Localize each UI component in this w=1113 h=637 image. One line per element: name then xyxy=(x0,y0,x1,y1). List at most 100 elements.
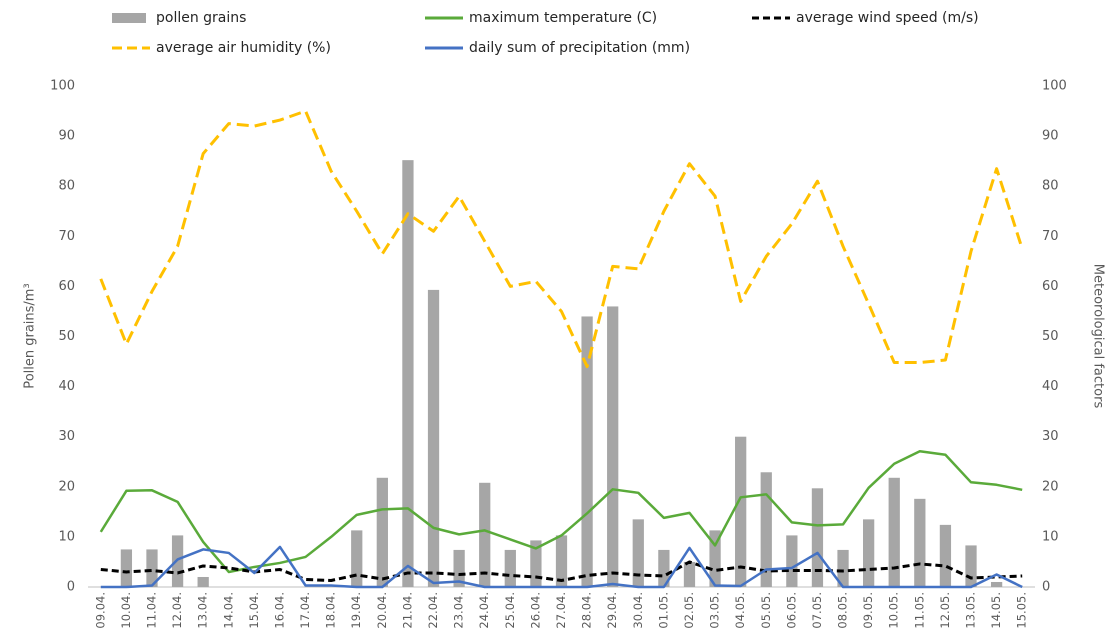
x-tick-label: 17.04. xyxy=(298,592,312,629)
legend-label: daily sum of precipitation (mm) xyxy=(469,40,690,56)
x-tick-label: 14.04. xyxy=(221,592,235,629)
bar xyxy=(607,306,619,587)
bar xyxy=(760,472,772,587)
bar xyxy=(683,561,696,587)
y2-tick-label: 80 xyxy=(1042,179,1059,194)
x-tick-label: 14.05. xyxy=(989,592,1003,629)
y-tick-label: 70 xyxy=(58,229,75,244)
x-tick-label: 12.04. xyxy=(170,592,184,629)
x-tick-label: 11.04. xyxy=(144,592,158,629)
x-tick-label: 02.05. xyxy=(682,592,696,629)
y-tick-label: 80 xyxy=(58,179,75,194)
line-series xyxy=(99,109,1024,369)
y-tick-label: 50 xyxy=(58,329,75,344)
x-tick-label: 26.04. xyxy=(528,592,542,629)
bar xyxy=(402,160,414,587)
bar xyxy=(453,549,465,587)
y-tick-label: 20 xyxy=(58,479,75,494)
bar xyxy=(811,488,824,587)
x-tick-label: 09.04. xyxy=(93,592,107,629)
y2-tick-label: 0 xyxy=(1042,580,1050,595)
x-tick-label: 21.04. xyxy=(400,592,414,629)
x-tick-label: 28.04. xyxy=(580,592,594,629)
x-tick-label: 22.04. xyxy=(426,592,440,629)
bar xyxy=(914,498,926,587)
x-tick-label: 07.05. xyxy=(810,592,824,629)
y2-tick-label: 20 xyxy=(1042,479,1059,494)
legend-label: average wind speed (m/s) xyxy=(796,10,979,26)
y2-tick-label: 40 xyxy=(1042,379,1059,394)
bar xyxy=(146,549,158,587)
x-tick-label: 23.04. xyxy=(452,592,466,629)
bar xyxy=(888,477,900,587)
x-tick-label: 13.04. xyxy=(196,592,210,629)
bar xyxy=(197,576,209,587)
y2-tick-label: 10 xyxy=(1042,529,1059,544)
bar xyxy=(658,549,670,587)
x-tick-label: 04.05. xyxy=(733,592,747,629)
x-tick-label: 09.05. xyxy=(861,592,875,629)
y-tick-label: 90 xyxy=(58,129,75,144)
y-tick-label: 10 xyxy=(58,529,75,544)
bar xyxy=(965,545,977,587)
y2-tick-label: 90 xyxy=(1042,129,1059,144)
bar xyxy=(581,316,593,587)
x-tick-label: 24.04. xyxy=(477,592,491,629)
x-tick-label: 03.05. xyxy=(708,592,722,629)
legend-label: average air humidity (%) xyxy=(156,40,331,56)
x-tick-label: 25.04. xyxy=(503,592,517,629)
bar xyxy=(709,530,721,587)
x-tick-label: 06.05. xyxy=(784,592,798,629)
bar xyxy=(351,530,363,587)
bar xyxy=(837,549,849,587)
y2-tick-label: 60 xyxy=(1042,279,1059,294)
y-tick-label: 40 xyxy=(58,379,75,394)
y-tick-label: 0 xyxy=(67,580,75,595)
y2-tick-label: 50 xyxy=(1042,329,1059,344)
bar xyxy=(990,581,1003,587)
bar xyxy=(735,436,747,587)
bar xyxy=(863,519,875,587)
bar xyxy=(479,482,491,587)
bar xyxy=(939,524,952,587)
bar xyxy=(632,519,644,587)
x-tick-label: 15.05. xyxy=(1015,592,1029,629)
x-tick-label: 30.04. xyxy=(631,592,645,629)
x-tick-label: 29.04. xyxy=(605,592,619,629)
x-tick-label: 12.05. xyxy=(938,592,952,629)
y-tick-label: 60 xyxy=(58,279,75,294)
y-tick-label: 30 xyxy=(58,429,75,444)
legend-swatch xyxy=(112,13,146,23)
y2-tick-label: 70 xyxy=(1042,229,1059,244)
bar xyxy=(555,535,568,587)
x-tick-label: 11.05. xyxy=(912,592,926,629)
x-tick-label: 20.04. xyxy=(375,592,389,629)
y2-axis-title: Meteorological factors xyxy=(1091,264,1106,409)
line-series xyxy=(99,449,1023,574)
y2-tick-label: 30 xyxy=(1042,429,1059,444)
bar xyxy=(376,477,388,587)
line-series xyxy=(100,545,1023,589)
bar xyxy=(427,289,440,587)
x-tick-label: 05.05. xyxy=(759,592,773,629)
x-tick-label: 10.05. xyxy=(887,592,901,629)
legend-label: pollen grains xyxy=(156,10,246,26)
bar xyxy=(786,535,798,587)
x-tick-label: 10.04. xyxy=(119,592,133,629)
x-tick-label: 16.04. xyxy=(272,592,286,629)
x-tick-label: 13.05. xyxy=(964,592,978,629)
x-tick-label: 27.04. xyxy=(554,592,568,629)
x-tick-label: 19.04. xyxy=(349,592,363,629)
x-tick-label: 18.04. xyxy=(324,592,338,629)
bar xyxy=(530,540,542,587)
y-tick-label: 100 xyxy=(50,79,75,94)
legend-label: maximum temperature (C) xyxy=(469,10,657,26)
bar xyxy=(504,549,516,587)
x-tick-label: 08.05. xyxy=(836,592,850,629)
x-tick-label: 01.05. xyxy=(656,592,670,629)
x-tick-label: 15.04. xyxy=(247,592,261,629)
bar xyxy=(120,549,133,587)
y-axis-title: Pollen grains/m³ xyxy=(23,283,38,388)
y2-tick-label: 100 xyxy=(1042,79,1067,94)
